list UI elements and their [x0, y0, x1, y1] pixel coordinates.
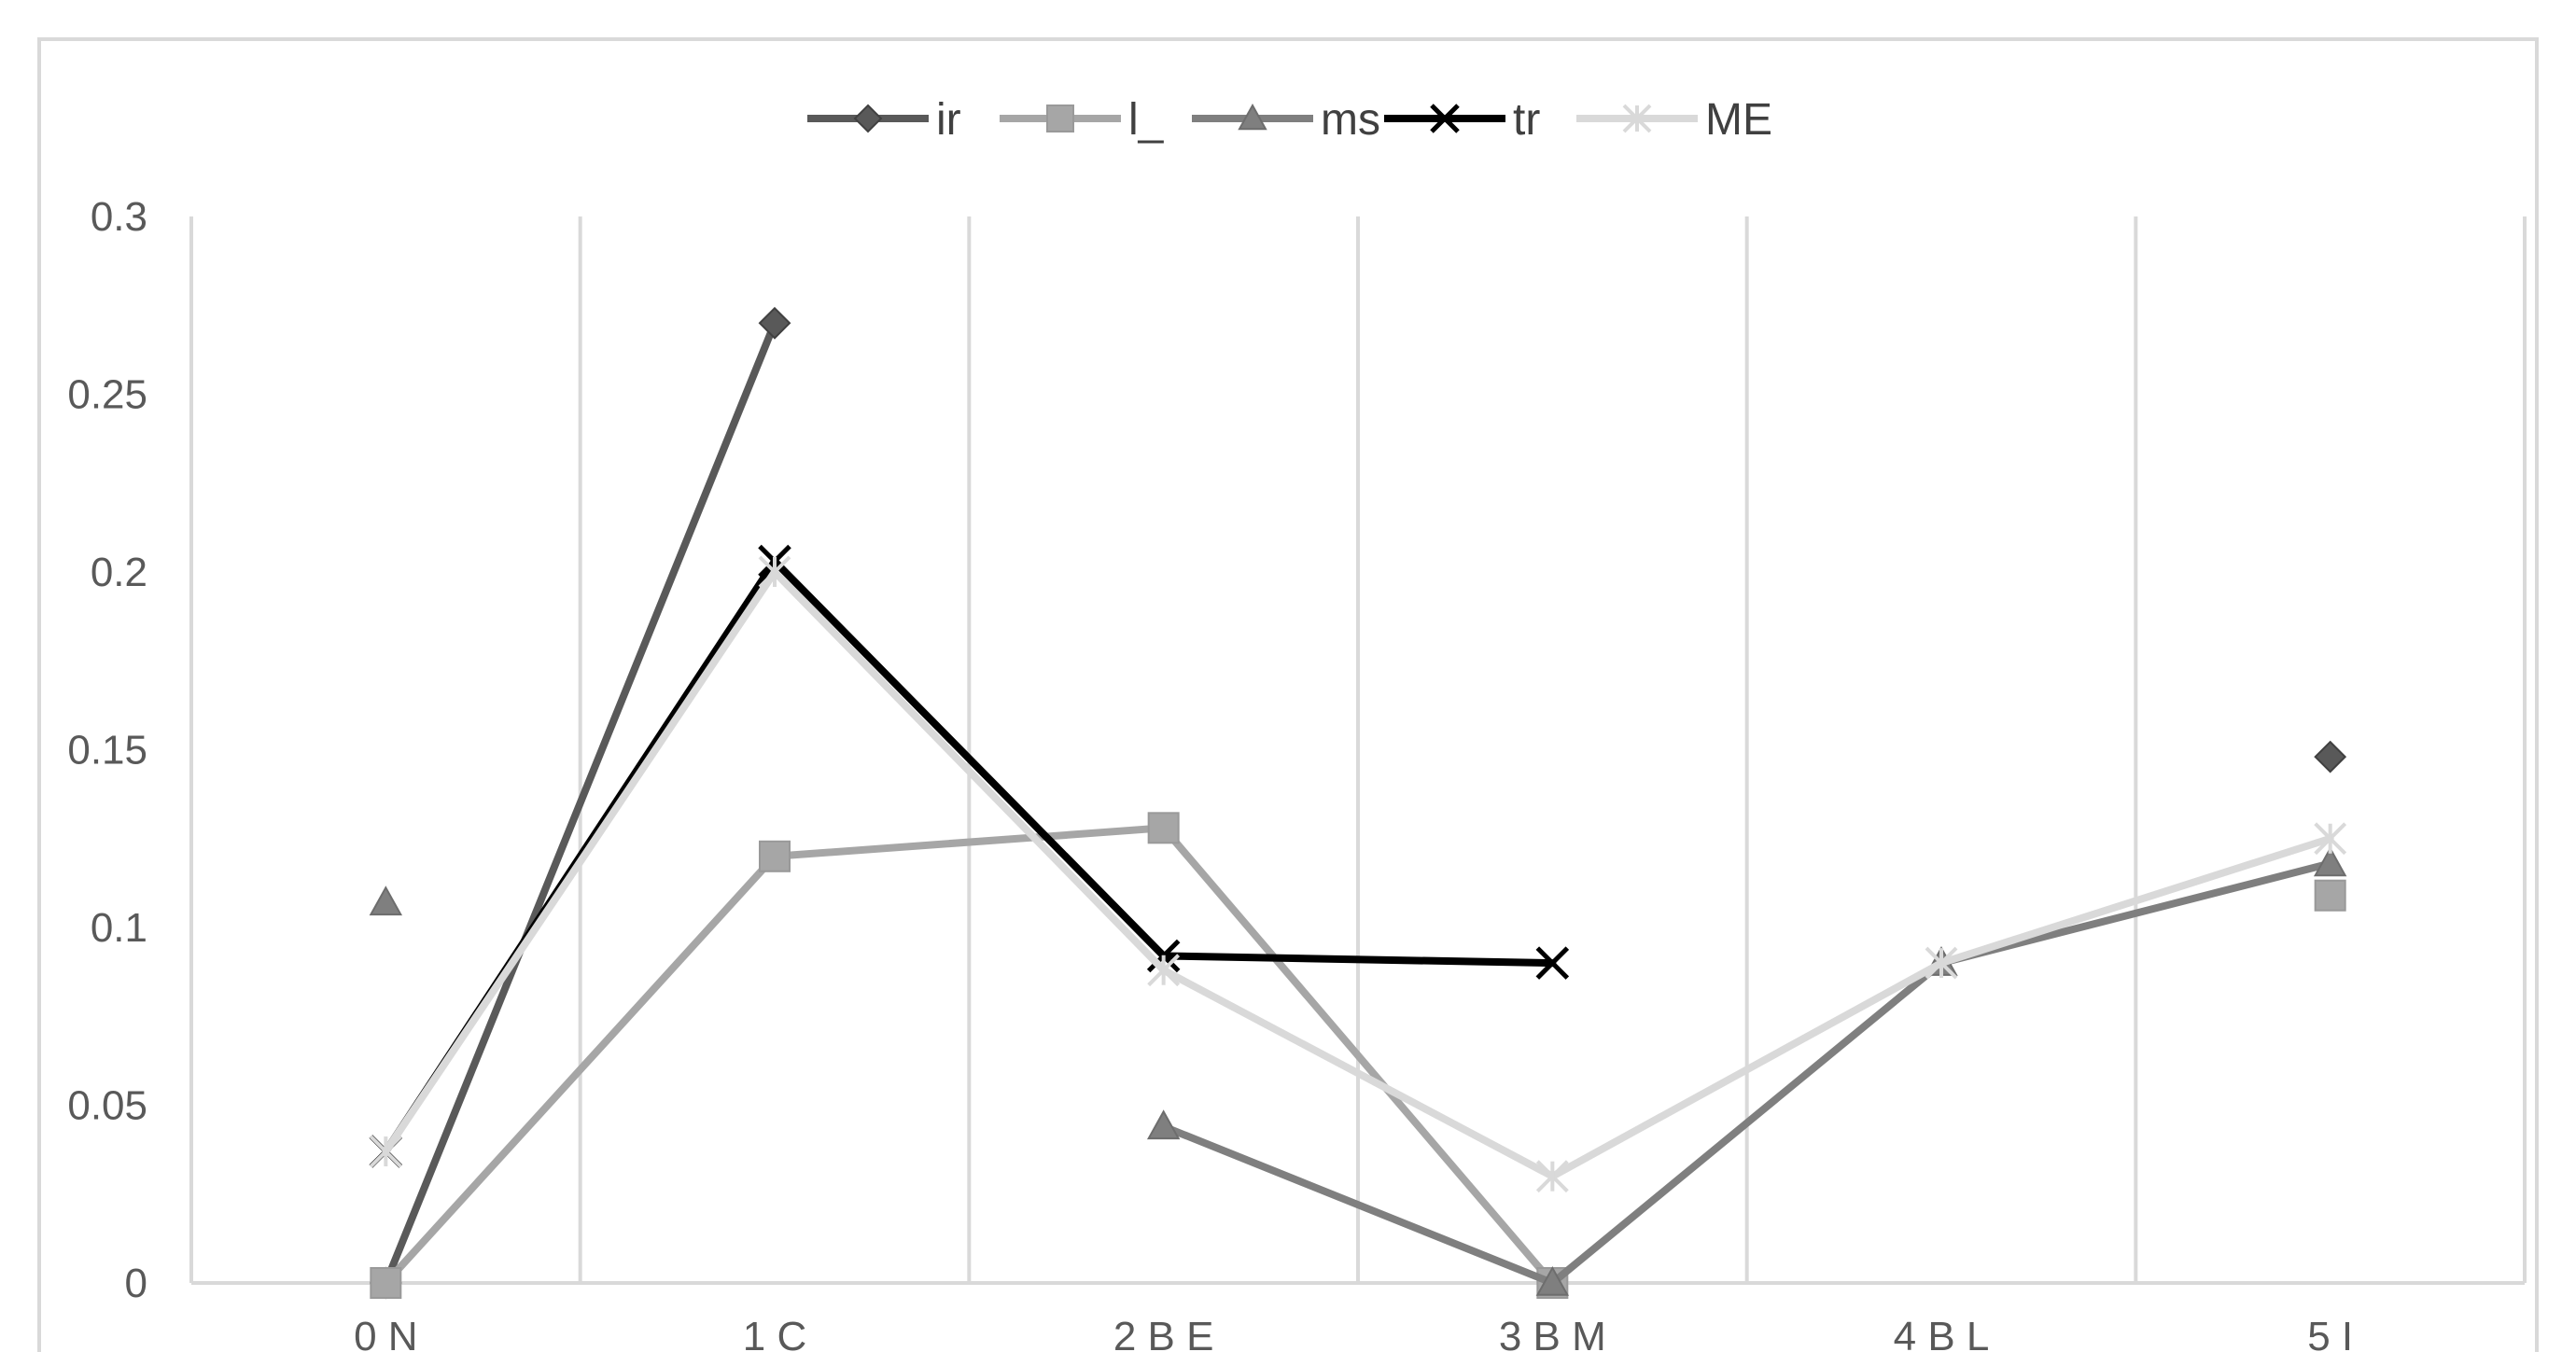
legend-label: ME	[1705, 95, 1772, 145]
legend-item: ir	[807, 95, 961, 145]
chart-frame	[37, 37, 2539, 1352]
data-point-x	[1430, 104, 1460, 133]
data-point-star	[1147, 954, 1181, 987]
grid-layer	[189, 216, 2527, 1283]
y-tick-label: 0.3	[91, 194, 147, 240]
series-line	[382, 319, 778, 1287]
y-tick-label: 0.15	[67, 728, 147, 774]
data-point-diamond	[853, 104, 883, 133]
x-tick-label: 5 I	[2307, 1314, 2353, 1352]
y-tick-label: 0.2	[91, 550, 147, 595]
data-point-star	[2314, 822, 2347, 856]
legend-label: tr	[1513, 95, 1540, 145]
data-point-x	[1535, 946, 1570, 980]
data-point-star	[1622, 104, 1652, 133]
legend-label: ms	[1321, 95, 1380, 145]
x-tick-label: 4 B L	[1894, 1314, 1990, 1352]
data-point-star	[369, 1135, 402, 1168]
legend-item: tr	[1384, 95, 1540, 145]
legend-item: ms	[1192, 95, 1380, 145]
y-tick-label: 0.05	[67, 1083, 147, 1129]
data-point-triangle	[2313, 846, 2347, 877]
series-line	[1159, 859, 2334, 1287]
data-point-square	[1046, 105, 1074, 132]
data-point-star	[1925, 946, 1958, 980]
x-tick-label: 1 C	[743, 1314, 806, 1352]
data-point-diamond	[758, 306, 791, 340]
x-tick-label: 0 N	[354, 1314, 417, 1352]
data-point-square	[2314, 879, 2346, 912]
data-point-star	[1535, 1160, 1569, 1193]
data-point-star	[758, 555, 791, 589]
y-tick-label: 0	[125, 1261, 147, 1306]
legend-label: ir	[936, 95, 961, 145]
series-me	[369, 555, 2347, 1193]
x-tick-label: 2 B E	[1113, 1314, 1214, 1352]
data-point-diamond	[2314, 740, 2347, 774]
axis-layer: 0 0.05 0.1 0.15 0.2 0.25 0.3 0 N 1 C 2 B E 3 B M 4 …	[67, 194, 2525, 1352]
data-point-triangle	[1238, 103, 1267, 131]
legend: ir l_ ms tr ME	[807, 95, 1772, 145]
legend-item: l_	[1000, 95, 1165, 145]
data-point-triangle	[369, 885, 403, 916]
data-point-triangle	[1535, 1265, 1570, 1296]
series-ms	[369, 846, 2347, 1296]
data-point-square	[759, 840, 791, 872]
legend-item: ME	[1576, 95, 1772, 145]
data-point-triangle	[1146, 1109, 1181, 1140]
series-line	[382, 824, 1557, 1287]
y-tick-label: 0.1	[91, 905, 147, 951]
x-tick-label: 3 B M	[1499, 1314, 1606, 1352]
data-point-square	[1147, 812, 1180, 844]
legend-label: l_	[1128, 95, 1165, 145]
data-point-square	[370, 1267, 402, 1299]
series-layer	[369, 306, 2347, 1300]
y-tick-label: 0.25	[67, 372, 147, 418]
series-line	[382, 568, 2334, 1180]
